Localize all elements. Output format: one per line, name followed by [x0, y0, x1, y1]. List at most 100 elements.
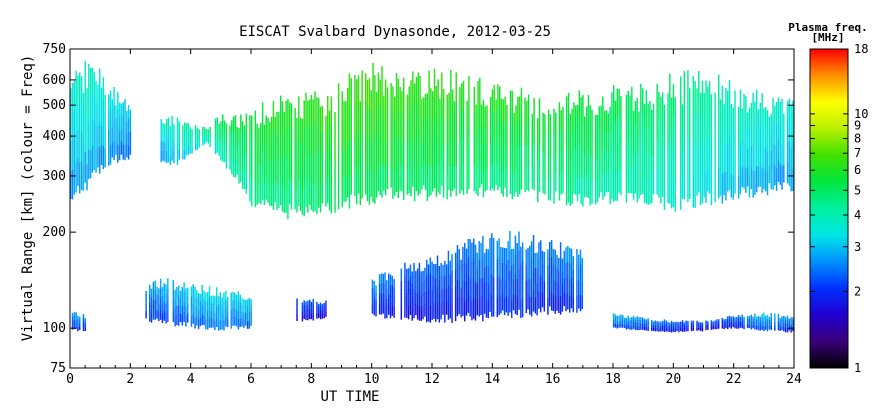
echo-cell [327, 149, 329, 177]
echo-cell [445, 264, 448, 278]
echo-cell [219, 311, 222, 321]
x-axis: 0 2 4 6 8 10 12 14 16 18 20 22 24 [66, 49, 802, 387]
echo-cell [576, 280, 578, 297]
echo-cell [294, 108, 296, 134]
echo-cell [634, 124, 637, 148]
echo-cell [356, 110, 358, 143]
echo-cell [565, 295, 567, 312]
echo-cell [100, 145, 103, 165]
y-tick-label: 400 [43, 129, 66, 144]
echo-cell [737, 129, 740, 153]
echo-cell [754, 148, 756, 172]
echo-cell [602, 147, 604, 174]
echo-cell [565, 279, 567, 296]
echo-cell [86, 113, 88, 140]
echo-cell [223, 141, 226, 152]
echo-cell [225, 123, 228, 135]
echo-cell [287, 99, 289, 130]
echo-cell [629, 326, 631, 330]
echo-cell [203, 127, 206, 132]
echo-cell [712, 323, 714, 326]
echo-cell [469, 258, 471, 278]
echo-cell [289, 102, 291, 129]
echo-cell [737, 315, 740, 319]
echo-cell [240, 131, 242, 149]
echo-cell [489, 293, 491, 312]
echo-cell [649, 126, 651, 153]
echo-cell [416, 306, 419, 320]
echo-cell [559, 260, 562, 279]
echo-cell [643, 177, 646, 203]
echo-cell [354, 105, 356, 136]
echo-cell [318, 310, 320, 315]
echo-cell [95, 103, 97, 127]
echo-cell [381, 66, 383, 100]
echo-cell [752, 316, 754, 320]
echo-cell [477, 80, 479, 110]
echo-cell [730, 322, 733, 326]
echo-cell [189, 133, 191, 141]
echo-cell [205, 129, 208, 133]
echo-cell [209, 141, 211, 147]
echo-cell [765, 169, 767, 192]
echo-cell [260, 122, 262, 144]
echo-cell [538, 168, 541, 192]
echo-cell [232, 131, 235, 147]
echo-cell [451, 305, 453, 323]
echo-cell [427, 264, 430, 279]
echo-cell [301, 190, 304, 215]
echo-cell [468, 160, 470, 190]
echo-cell [473, 112, 476, 140]
echo-cell [312, 314, 314, 321]
echo-cell [301, 142, 304, 168]
echo-cell [272, 182, 275, 210]
echo-cell [415, 77, 418, 106]
echo-cell [661, 118, 664, 145]
echo-cell [194, 317, 196, 329]
echo-cell [792, 327, 794, 332]
echo-cell [636, 326, 638, 331]
echo-cell [563, 292, 565, 307]
echo-cell [495, 142, 497, 164]
echo-cell [440, 276, 442, 292]
echo-cell [642, 88, 644, 115]
echo-cell [663, 319, 666, 323]
echo-cell [270, 116, 273, 140]
echo-cell [456, 280, 459, 299]
echo-cell [196, 316, 198, 326]
echo-cell [299, 140, 302, 165]
echo-cell [231, 133, 233, 148]
echo-cell [86, 138, 88, 165]
echo-cell [734, 322, 736, 326]
echo-cell [732, 153, 734, 177]
echo-cell [458, 265, 460, 282]
echo-cell [578, 254, 580, 269]
echo-cell [584, 116, 586, 137]
echo-cell [343, 151, 345, 177]
echo-cell [642, 320, 644, 324]
echo-cell [203, 316, 205, 326]
echo-cell [212, 311, 214, 320]
echo-cell [500, 279, 502, 297]
echo-cell [183, 292, 185, 303]
echo-cell [476, 252, 479, 269]
echo-cell [672, 84, 675, 116]
echo-cell [225, 317, 227, 327]
echo-cell [431, 261, 433, 277]
echo-cell [181, 315, 184, 326]
echo-cell [614, 320, 617, 325]
echo-cell [432, 141, 434, 167]
echo-cell [454, 286, 457, 305]
echo-cell [397, 138, 400, 169]
echo-cell [552, 279, 555, 296]
echo-cell [366, 80, 369, 111]
echo-cell [746, 130, 749, 150]
echo-cell [607, 113, 610, 134]
echo-cell [446, 120, 448, 148]
echo-cell [201, 284, 203, 296]
echo-cell [576, 249, 578, 266]
echo-cell [93, 96, 95, 122]
echo-cell [440, 262, 442, 278]
echo-cell [346, 169, 349, 198]
echo-cell [718, 319, 720, 322]
